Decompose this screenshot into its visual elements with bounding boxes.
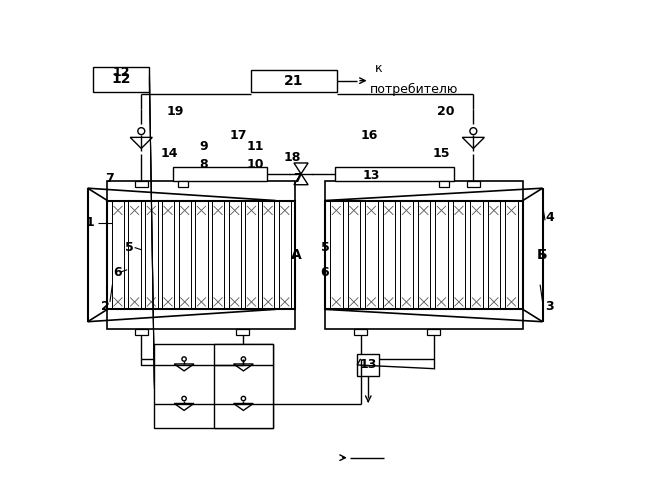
Text: 8: 8	[200, 158, 208, 172]
Bar	[212, 200, 224, 310]
Bar	[453, 200, 465, 310]
Text: потребителю: потребителю	[369, 83, 458, 96]
Bar	[145, 200, 157, 310]
Bar	[129, 200, 141, 310]
Bar	[155, 344, 273, 428]
Text: 12: 12	[112, 66, 130, 80]
Bar	[418, 200, 430, 310]
Text: 20: 20	[437, 105, 455, 118]
Text: 7: 7	[105, 172, 114, 185]
Bar	[400, 200, 413, 310]
Bar	[135, 181, 148, 186]
Bar	[245, 200, 257, 310]
Bar	[179, 200, 191, 310]
Text: 6: 6	[320, 266, 330, 279]
Text: 13: 13	[359, 358, 377, 372]
Bar	[488, 200, 500, 310]
Bar	[195, 200, 207, 310]
Bar	[400, 200, 413, 310]
Bar	[453, 200, 465, 310]
Bar	[505, 200, 517, 310]
Bar	[467, 181, 480, 186]
Bar	[245, 200, 257, 310]
Bar	[129, 200, 141, 310]
Text: 6: 6	[113, 266, 122, 279]
Text: 11: 11	[247, 140, 265, 152]
Bar	[418, 200, 430, 310]
Bar	[470, 200, 482, 310]
Text: 5: 5	[125, 241, 134, 254]
Text: 5: 5	[320, 241, 330, 254]
Bar	[107, 200, 295, 310]
Bar	[107, 181, 295, 201]
Bar	[173, 167, 267, 181]
Bar	[92, 67, 150, 92]
Text: 16: 16	[361, 129, 378, 142]
Bar	[112, 200, 124, 310]
Bar	[470, 200, 482, 310]
Bar	[262, 200, 274, 310]
Bar	[330, 200, 343, 310]
Text: 12: 12	[111, 72, 131, 86]
Bar	[325, 200, 523, 310]
Bar	[112, 200, 124, 310]
Bar	[279, 200, 291, 310]
Text: 3: 3	[545, 300, 554, 314]
Bar	[365, 200, 378, 310]
Bar	[383, 200, 395, 310]
Bar	[427, 329, 440, 335]
Text: 1: 1	[86, 216, 94, 230]
Bar	[436, 200, 448, 310]
Bar	[178, 181, 188, 186]
Text: к: к	[374, 62, 382, 74]
Bar	[145, 200, 157, 310]
Text: 2: 2	[101, 300, 109, 314]
Bar	[237, 329, 249, 335]
Bar	[214, 344, 273, 428]
Bar	[488, 200, 500, 310]
Text: Б: Б	[536, 248, 547, 262]
Bar	[348, 200, 360, 310]
Text: 4: 4	[545, 212, 554, 224]
Bar	[348, 200, 360, 310]
Bar	[354, 329, 367, 335]
Bar	[436, 200, 448, 310]
Bar	[325, 310, 523, 329]
Text: 13: 13	[363, 169, 380, 182]
Bar	[383, 200, 395, 310]
Text: А: А	[291, 248, 302, 262]
Bar	[229, 200, 241, 310]
Bar	[212, 200, 224, 310]
Bar	[162, 200, 174, 310]
Text: 15: 15	[432, 147, 450, 160]
Text: 17: 17	[229, 129, 247, 142]
Bar	[505, 200, 517, 310]
Bar	[262, 200, 274, 310]
Bar	[335, 167, 454, 181]
Text: 19: 19	[167, 105, 185, 118]
Bar	[162, 200, 174, 310]
Text: 10: 10	[247, 158, 265, 172]
Text: 7: 7	[293, 172, 302, 185]
Text: 14: 14	[161, 147, 178, 160]
Text: 18: 18	[283, 150, 300, 164]
Text: 21: 21	[284, 74, 304, 88]
Bar	[365, 200, 378, 310]
Bar	[325, 181, 523, 201]
Bar	[357, 354, 380, 376]
Bar	[330, 200, 343, 310]
Bar	[195, 200, 207, 310]
Bar	[439, 181, 448, 186]
Bar	[279, 200, 291, 310]
Bar	[107, 310, 295, 329]
Bar	[251, 70, 337, 92]
Bar	[229, 200, 241, 310]
Text: 9: 9	[200, 140, 208, 152]
Bar	[179, 200, 191, 310]
Bar	[135, 329, 148, 335]
